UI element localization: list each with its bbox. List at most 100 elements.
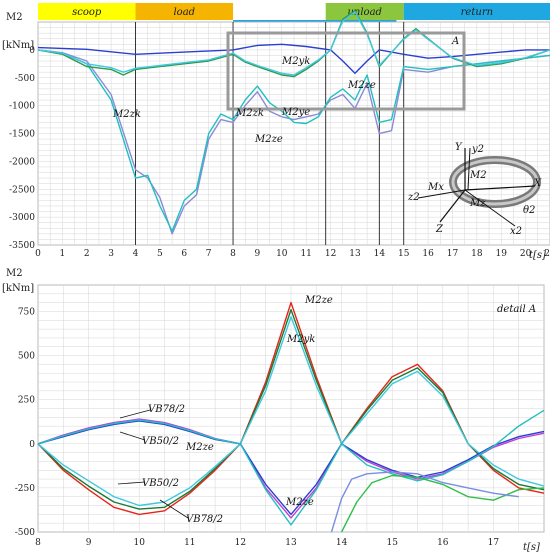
top-x-tick: 9 (255, 249, 261, 259)
top-ticks: 01234567891011121314151617181920210-500-… (9, 46, 550, 259)
phase-unload (325, 3, 404, 20)
annot-m2ze-peak: M2ze (304, 295, 333, 306)
bottom-y-unit: [kNm] (2, 283, 34, 294)
axis-z2 (417, 189, 466, 199)
top-series-line-2 (37, 49, 550, 232)
bottom-series-line-4 (37, 420, 545, 516)
top-y-tick: 0 (29, 46, 35, 56)
annot-vb78-bot: VB78/2 (186, 514, 223, 525)
annot-m2ze-mid: M2ze (185, 442, 214, 453)
annot-m2ze-low: M2ze (254, 134, 283, 145)
bottom-x-tick: 14 (336, 538, 348, 548)
top-x-tick: 15 (398, 249, 410, 259)
top-y-tick: -2500 (9, 185, 35, 195)
phase-scoop (38, 3, 136, 20)
bottom-y-tick: -250 (15, 484, 35, 494)
top-series-line-4 (37, 11, 550, 76)
top-x-tick: 20 (520, 249, 532, 259)
label-Y: Y (455, 142, 463, 153)
top-x-tick: 19 (496, 249, 508, 259)
top-x-tick: 21 (544, 249, 550, 259)
label-X: X (533, 178, 542, 189)
annot-m2yk-left: M2zk (112, 109, 141, 120)
top-x-tick: 18 (471, 249, 483, 259)
top-x-tick: 3 (108, 249, 114, 259)
bottom-x-unit: t[s] (523, 542, 540, 553)
detail-box (226, 31, 466, 111)
top-x-tick: 12 (325, 249, 336, 259)
bottom-grid (37, 284, 545, 533)
top-x-tick: 4 (133, 249, 139, 259)
annot-m2zk-low: M2zk (235, 108, 264, 119)
top-x-tick: 2 (84, 249, 90, 259)
label-Mz: Mz (469, 198, 486, 209)
top-x-tick: 17 (447, 249, 459, 259)
pointer-vb78-bot (159, 499, 189, 519)
pointer-vb50-bot (117, 481, 146, 485)
bottom-x-tick: 10 (133, 538, 145, 548)
top-x-tick: 13 (349, 249, 361, 259)
top-chart: scooploadtransferunloadreturn A 01234567… (2, 3, 550, 261)
top-y-tick: -3000 (9, 213, 35, 223)
top-x-tick: 0 (35, 249, 41, 259)
axis-z (439, 189, 466, 223)
bottom-series-group (37, 301, 545, 533)
bottom-x-tick: 12 (235, 538, 246, 548)
bottom-x-tick: 8 (35, 538, 41, 548)
top-x-tick: 1 (60, 249, 66, 259)
bottom-x-tick: 16 (437, 538, 449, 548)
top-y-tick: -500 (15, 74, 35, 84)
bottom-series-line-2 (37, 316, 545, 507)
top-x-tick: 5 (157, 249, 163, 259)
top-y-tick: -1000 (9, 102, 35, 112)
top-series-group (37, 10, 550, 235)
top-y-tick: -3500 (9, 241, 35, 251)
annot-vb50-bot: VB50/2 (142, 478, 179, 489)
top-x-tick: 10 (276, 249, 288, 259)
annot-m2ye-low: M2ye (281, 107, 310, 118)
bottom-y-tick: 500 (18, 352, 35, 362)
bottom-ticks: 8 9 10 11 12 13 14 15 16 17 750 500 250 0 -250 -500 (15, 307, 500, 548)
pointer-vb78-top (119, 409, 151, 419)
phase-label-return: return (461, 7, 493, 18)
top-y-tick: -1500 (9, 130, 35, 140)
bottom-y-tick: 250 (18, 396, 35, 406)
top-x-tick: 6 (181, 249, 187, 259)
label-M2: M2 (469, 170, 487, 181)
label-theta: θ2 (523, 205, 535, 216)
label-z2: z2 (407, 192, 420, 203)
phase-label-scoop: scoop (72, 7, 102, 18)
bottom-y-tick: 750 (18, 307, 35, 317)
top-x-unit: t[s] (529, 250, 546, 261)
top-series-line-0 (37, 43, 550, 74)
label-Z: Z (435, 224, 444, 235)
phase-label-load: load (173, 7, 195, 18)
annot-vb50-top: VB50/2 (142, 436, 179, 447)
axis-x2 (464, 189, 516, 227)
bottom-series-line-7 (330, 471, 519, 533)
bottom-x-tick: 15 (386, 538, 398, 548)
top-x-tick: 16 (422, 249, 434, 259)
phase-label-unload: unload (347, 7, 381, 18)
axis-x (464, 185, 536, 191)
annot-m2ze-bottom: M2ze (285, 497, 314, 508)
pointer-vb50-top (119, 431, 146, 441)
bottom-series-line-5 (37, 409, 545, 526)
top-x-tick: 14 (374, 249, 386, 259)
phase-return (403, 3, 550, 20)
bearing-ring-inner (451, 158, 539, 206)
bottom-x-tick: 17 (488, 538, 500, 548)
bottom-y-tick: 0 (29, 440, 35, 450)
bottom-x-tick: 9 (86, 538, 92, 548)
annot-m2yk: M2yk (281, 56, 310, 67)
bottom-title: detail A (497, 304, 536, 315)
label-Mx: Mx (427, 182, 444, 193)
axis-y2 (467, 147, 471, 191)
top-y-unit: [kNm] (2, 40, 34, 51)
bottom-x-tick: 13 (285, 538, 297, 548)
annot-m2yk-peak: M2yk (286, 334, 315, 345)
top-y-label: M2 (6, 12, 23, 23)
bearing-inset: Y y2 X x2 Z z2 Mx M2 Mz θ2 (407, 142, 542, 237)
